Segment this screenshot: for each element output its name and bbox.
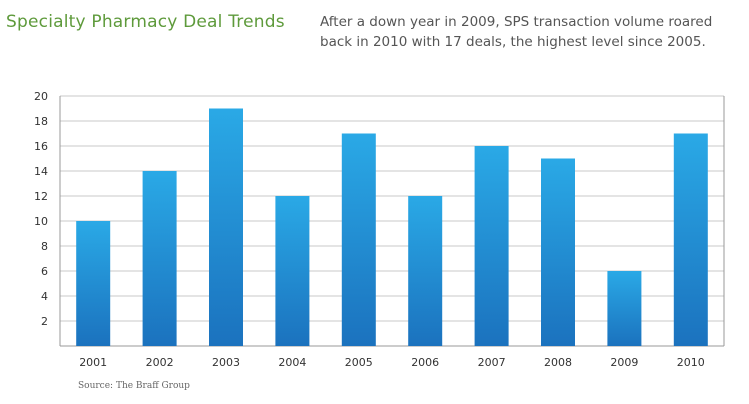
bar-2006 bbox=[408, 196, 443, 346]
x-tick-label: 2002 bbox=[146, 356, 174, 369]
bar-2005 bbox=[341, 133, 376, 346]
bar-2010 bbox=[673, 133, 708, 346]
y-tick-label: 16 bbox=[34, 140, 48, 153]
x-tick-label: 2004 bbox=[278, 356, 306, 369]
bar-2008 bbox=[541, 158, 575, 346]
x-tick-label: 2007 bbox=[478, 356, 506, 369]
x-tick-label: 2006 bbox=[411, 356, 439, 369]
chart-subtitle: After a down year in 2009, SPS transacti… bbox=[320, 14, 713, 50]
y-tick-label: 8 bbox=[41, 240, 48, 253]
x-tick-label: 2010 bbox=[677, 356, 705, 369]
bar-2002 bbox=[142, 171, 177, 346]
bar-2004 bbox=[275, 196, 310, 346]
bar-2007 bbox=[474, 146, 509, 346]
bar-2009 bbox=[607, 271, 642, 346]
x-tick-label: 2009 bbox=[610, 356, 638, 369]
chart-source: Source: The Braff Group bbox=[78, 381, 190, 391]
chart-title: Specialty Pharmacy Deal Trends bbox=[6, 12, 285, 32]
y-tick-label: 6 bbox=[41, 265, 48, 278]
x-tick-label: 2005 bbox=[345, 356, 373, 369]
y-tick-label: 4 bbox=[41, 290, 48, 303]
x-tick-label: 2001 bbox=[79, 356, 107, 369]
x-tick-label: 2008 bbox=[544, 356, 572, 369]
bar-2003 bbox=[209, 108, 243, 346]
bar-2001 bbox=[76, 221, 111, 346]
x-tick-label: 2003 bbox=[212, 356, 240, 369]
y-tick-label: 2 bbox=[41, 315, 48, 328]
y-tick-label: 14 bbox=[34, 165, 48, 178]
y-tick-label: 10 bbox=[34, 215, 48, 228]
y-tick-label: 12 bbox=[34, 190, 48, 203]
y-tick-label: 18 bbox=[34, 115, 48, 128]
y-tick-label: 20 bbox=[34, 90, 48, 103]
